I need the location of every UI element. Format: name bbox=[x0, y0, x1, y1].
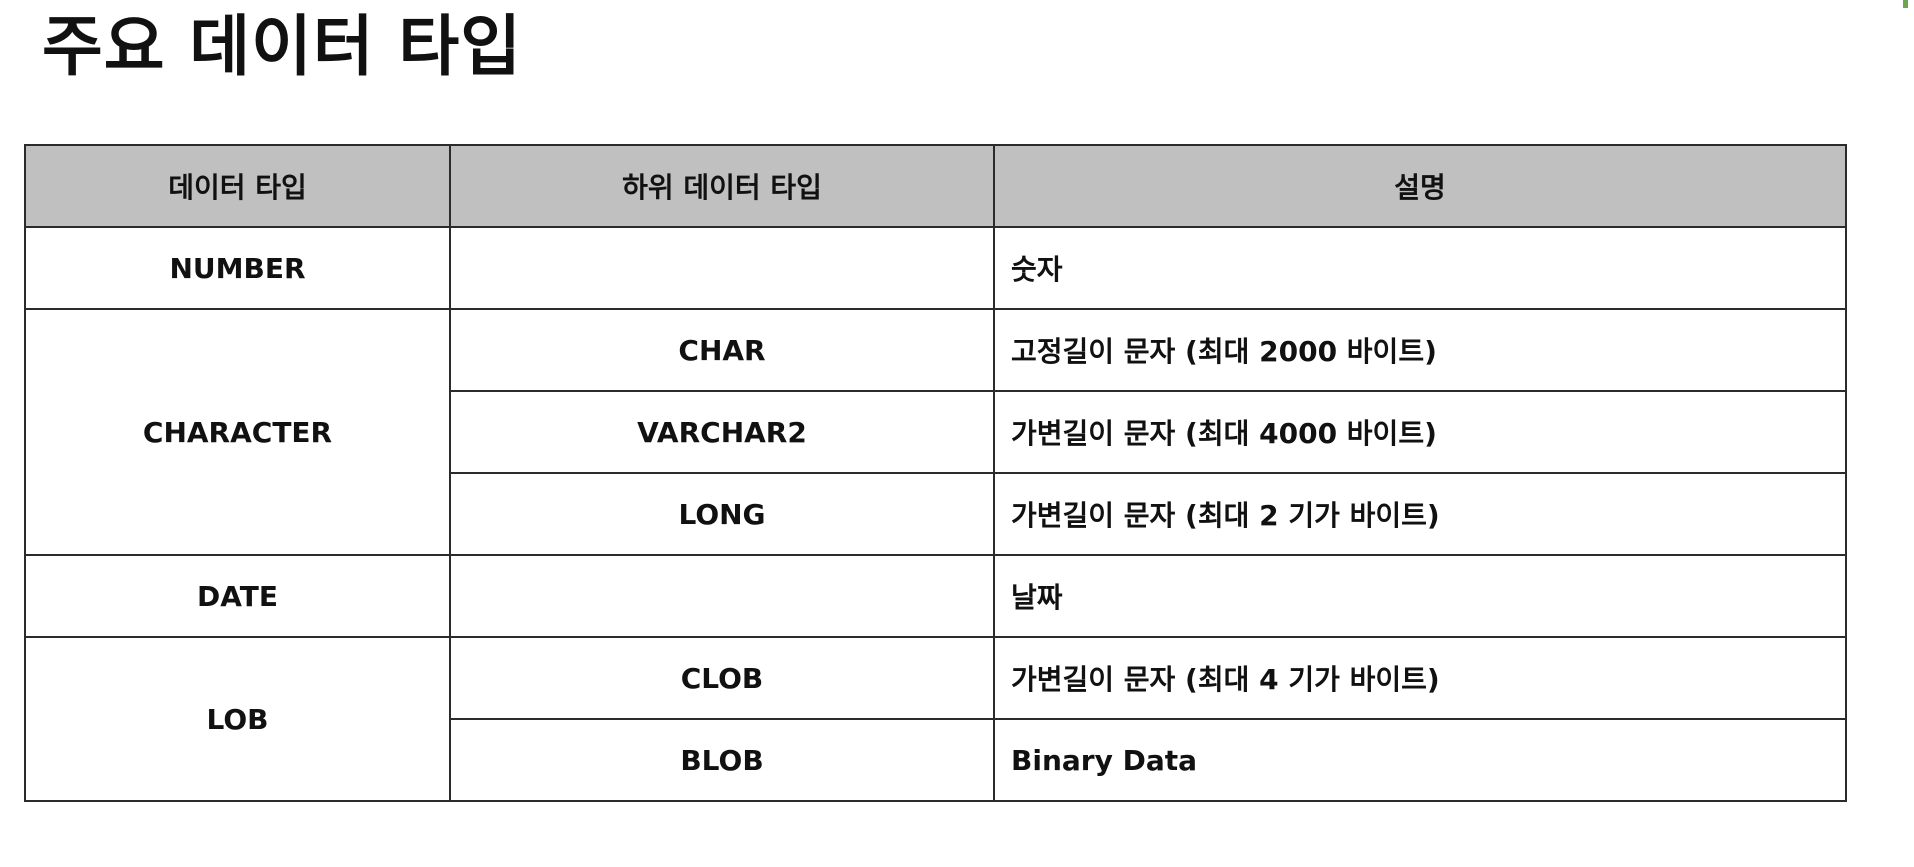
subtype-cell: LONG bbox=[449, 472, 995, 556]
header-subtype: 하위 데이터 타입 bbox=[449, 144, 995, 228]
page-title: 주요 데이터 타입 bbox=[42, 8, 522, 85]
table-header-row: 데이터 타입 하위 데이터 타입 설명 bbox=[24, 144, 1847, 228]
subtype-cell: VARCHAR2 bbox=[449, 390, 995, 474]
data-type-table: 데이터 타입 하위 데이터 타입 설명 NUMBER 숫자 CHARACTER … bbox=[24, 144, 1847, 802]
corner-mark bbox=[1903, 0, 1908, 8]
header-description: 설명 bbox=[993, 144, 1847, 228]
subtype-cell: BLOB bbox=[449, 718, 995, 802]
subtype-cell bbox=[449, 226, 995, 310]
subtype-cell bbox=[449, 554, 995, 638]
type-cell-character: CHARACTER bbox=[24, 308, 451, 556]
table-row: NUMBER 숫자 bbox=[24, 226, 1847, 310]
table-row: VARCHAR2 가변길이 문자 (최대 4000 바이트) bbox=[25, 390, 1847, 474]
description-cell: 가변길이 문자 (최대 4 기가 바이트) bbox=[993, 636, 1847, 720]
type-cell-number: NUMBER bbox=[24, 226, 451, 310]
table-row: BLOB Binary Data bbox=[25, 718, 1847, 802]
description-cell: 가변길이 문자 (최대 2 기가 바이트) bbox=[993, 472, 1847, 556]
table-row: LOB CLOB 가변길이 문자 (최대 4 기가 바이트) bbox=[24, 636, 1847, 802]
description-cell: Binary Data bbox=[993, 718, 1847, 802]
subtype-cell: CHAR bbox=[449, 308, 995, 392]
description-cell: 가변길이 문자 (최대 4000 바이트) bbox=[993, 390, 1847, 474]
subtype-cell: CLOB bbox=[449, 636, 995, 720]
type-cell-lob: LOB bbox=[24, 636, 451, 802]
description-cell: 고정길이 문자 (최대 2000 바이트) bbox=[993, 308, 1847, 392]
table-row: CHARACTER CHAR 고정길이 문자 (최대 2000 바이트) bbox=[24, 308, 1847, 556]
table-row: DATE 날짜 bbox=[24, 554, 1847, 638]
description-cell: 날짜 bbox=[993, 554, 1847, 638]
table-row: LONG 가변길이 문자 (최대 2 기가 바이트) bbox=[25, 472, 1847, 556]
header-data-type: 데이터 타입 bbox=[24, 144, 451, 228]
type-cell-date: DATE bbox=[24, 554, 451, 638]
description-cell: 숫자 bbox=[993, 226, 1847, 310]
